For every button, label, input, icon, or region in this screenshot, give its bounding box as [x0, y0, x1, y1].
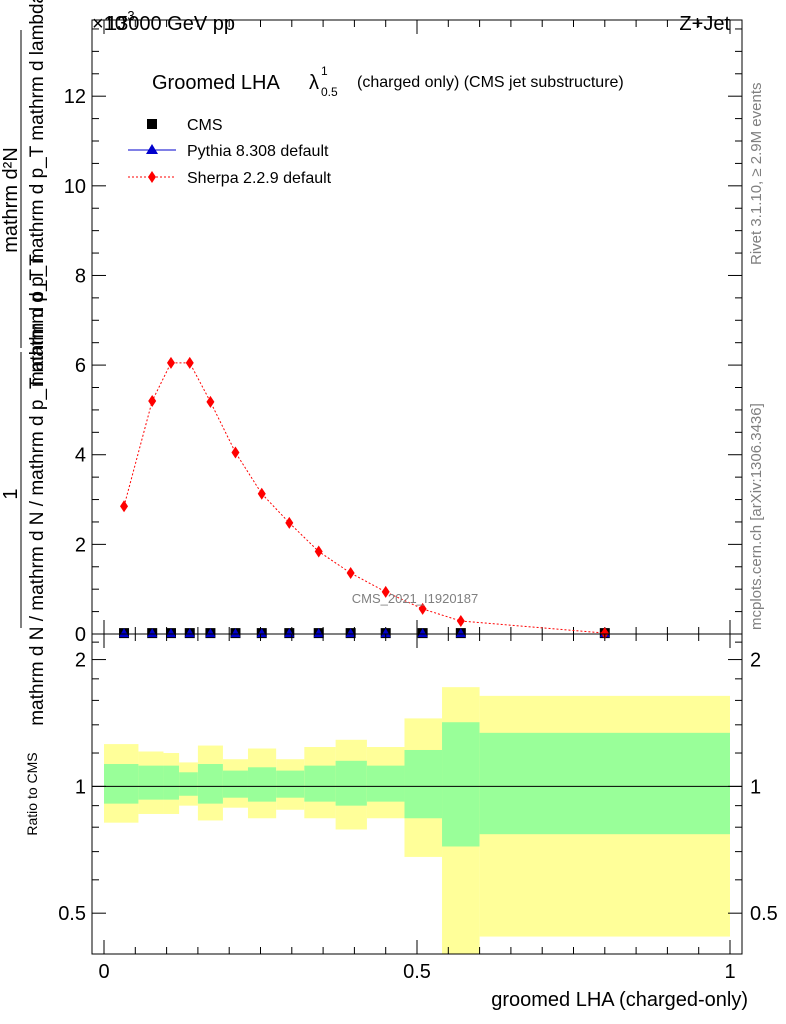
main-x-ticks	[103, 20, 731, 634]
sherpa-data-point	[418, 602, 427, 615]
pythia-data-point	[256, 628, 267, 638]
ylabel-pre-den: mathrm d N / mathrm d N / mathrm d p_T m…	[27, 254, 48, 726]
legend-label-pythia: Pythia 8.308 default	[187, 143, 329, 160]
sherpa-line	[123, 362, 605, 634]
main-y-tick-label: 2	[75, 534, 86, 556]
analysis-watermark: CMS_2021_I1920187	[352, 591, 479, 606]
ratio-inner-band	[304, 765, 336, 802]
sherpa-data-point	[600, 627, 609, 640]
legend: CMS Pythia 8.308 default Sherpa 2.2.9 de…	[128, 117, 332, 187]
main-plot-frame	[91, 19, 743, 635]
ratio-inner-band	[197, 764, 223, 804]
plot-title-main: Groomed LHA	[152, 72, 280, 94]
ratio-y-tick-label-right: 2	[750, 650, 761, 672]
ratio-bands	[104, 687, 730, 954]
ratio-inner-band	[335, 760, 367, 806]
ratio-y-tick-label: 1	[75, 776, 86, 798]
main-y-tick-label: 12	[64, 86, 86, 108]
plot-title-rest: (charged only) (CMS jet substructure)	[357, 74, 624, 91]
ratio-inner-band	[104, 764, 139, 804]
ylabel-den: mathrm d p_T mathrm d p_T mathrm d lambd…	[27, 0, 48, 387]
ratio-x-ticks: 0 0.5 1	[98, 634, 736, 983]
sherpa-data-point	[257, 487, 266, 500]
main-y-tick-label: 4	[75, 445, 86, 467]
series-layer	[119, 356, 610, 640]
pythia-data-point	[147, 628, 158, 638]
main-y-ticks: 0 2 4 6 8 10 12	[64, 28, 742, 646]
ratio-inner-band	[366, 765, 405, 802]
ratio-inner-band	[179, 772, 198, 796]
rivet-version: Rivet 3.1.10, ≥ 2.9M events	[748, 83, 765, 266]
legend-label-sherpa: Sherpa 2.2.9 default	[187, 170, 332, 187]
main-y-tick-label: 10	[64, 176, 86, 198]
ratio-y-tick-label: 2	[75, 650, 86, 672]
pythia-data-point	[455, 628, 466, 638]
ratio-inner-band	[442, 722, 480, 847]
ylabel-num: mathrm d²N	[0, 147, 22, 253]
main-y-tick-label: 0	[75, 624, 86, 646]
pythia-data-point	[205, 628, 216, 638]
sherpa-data-point	[285, 516, 294, 529]
x-tick-label: 1	[724, 961, 735, 983]
x-axis-label: groomed LHA (charged-only)	[491, 989, 748, 1011]
sherpa-data-point	[231, 446, 240, 459]
ratio-y-ticks: 0.5 1 2 0.5 1 2	[58, 641, 778, 955]
legend-label-cms: CMS	[187, 117, 223, 134]
sherpa-data-point	[185, 356, 194, 369]
pythia-data-point	[184, 628, 195, 638]
ratio-y-axis-label: Ratio to CMS	[24, 752, 40, 835]
ylabel-pre-num: 1	[0, 488, 22, 499]
sherpa-data-point	[314, 545, 323, 558]
plot-title-sub: 0.5	[321, 85, 338, 99]
ratio-inner-band	[276, 770, 305, 798]
exponent-value: -3	[123, 8, 135, 23]
ratio-inner-band	[247, 767, 277, 802]
ratio-inner-band	[222, 770, 248, 798]
plot-title-sup: 1	[321, 64, 328, 78]
legend-marker-pythia	[146, 144, 158, 154]
pythia-data-point	[119, 628, 130, 638]
sherpa-data-point	[456, 615, 465, 628]
pythia-data-point	[230, 628, 241, 638]
main-y-tick-label: 6	[75, 355, 86, 377]
plot-title-symbol: λ	[309, 72, 319, 94]
sherpa-data-point	[206, 395, 215, 408]
sherpa-data-point	[346, 567, 355, 580]
pythia-data-point	[313, 628, 324, 638]
pythia-data-point	[165, 628, 176, 638]
main-y-tick-label: 8	[75, 265, 86, 287]
ratio-y-tick-label-right: 1	[750, 776, 761, 798]
header-energy: 13000 GeV pp	[106, 13, 235, 35]
header-process: Z+Jet	[679, 13, 730, 35]
ratio-inner-band	[404, 749, 443, 819]
main-y-axis-label: 1 mathrm d N / mathrm d N / mathrm d p_T…	[0, 0, 48, 726]
sherpa-data-point	[148, 394, 157, 407]
ratio-inner-band	[479, 732, 730, 835]
pythia-data-point	[345, 628, 356, 638]
sherpa-data-point	[381, 585, 390, 598]
ratio-y-tick-label-right: 0.5	[750, 903, 778, 925]
sherpa-data-point	[120, 500, 129, 513]
ratio-y-tick-label: 0.5	[58, 903, 86, 925]
ratio-inner-band	[163, 765, 180, 800]
legend-marker-cms	[147, 119, 157, 129]
x-tick-label: 0	[98, 961, 109, 983]
exponent-prefix: ×10	[92, 13, 126, 35]
pythia-data-point	[380, 628, 391, 638]
sherpa-data-point	[166, 356, 175, 369]
x-tick-label: 0.5	[403, 961, 431, 983]
mcplots-credit: mcplots.cern.ch [arXiv:1306.3436]	[748, 403, 765, 630]
pythia-data-point	[417, 628, 428, 638]
ratio-inner-band	[138, 765, 164, 800]
legend-marker-sherpa	[148, 171, 156, 183]
